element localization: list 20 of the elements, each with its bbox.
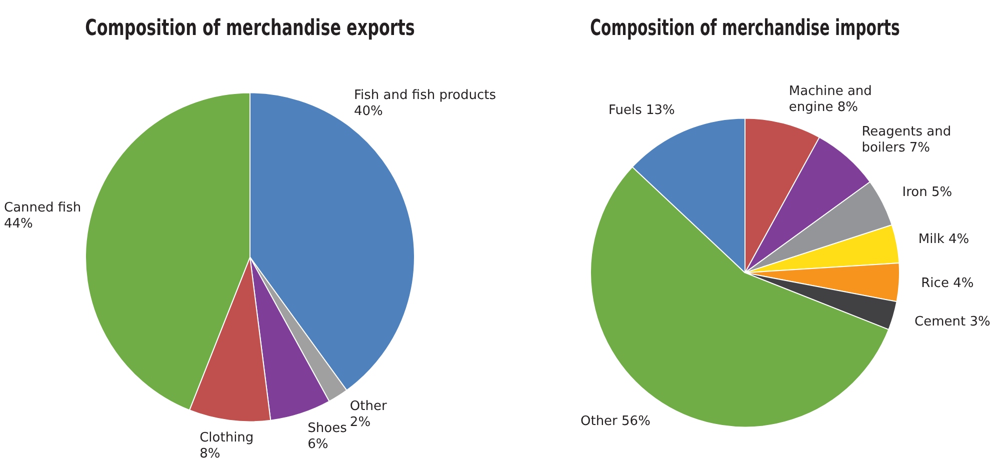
chart-title: Composition of merchandise imports	[590, 16, 900, 41]
data-label: 8%	[200, 446, 220, 462]
data-label: 40%	[354, 104, 383, 119]
data-label: 2%	[350, 415, 371, 430]
slice-label: Machine and engine 8%	[788, 84, 872, 116]
slice-label: Fuels 13%	[608, 103, 675, 118]
slice-label: Rice 4%	[921, 276, 974, 292]
chart-title: Composition of merchandise exports	[85, 14, 415, 41]
slice-label: Reagents and boilers 7%	[862, 124, 952, 156]
slice-label: Fish and fish products	[354, 88, 496, 103]
slice-label: Other	[350, 399, 388, 414]
slice-label: Cement 3%	[914, 314, 990, 330]
data-label: 6%	[308, 436, 328, 452]
slice-label: Clothing	[200, 430, 254, 446]
slice-label: Canned fish	[4, 200, 82, 216]
slice-label: Shoes	[308, 420, 348, 436]
data-label: 44%	[4, 216, 33, 232]
slice-label: Other 56%	[580, 414, 650, 430]
slice-label: Iron 5%	[902, 184, 952, 200]
slice-label: Milk 4%	[918, 232, 970, 247]
